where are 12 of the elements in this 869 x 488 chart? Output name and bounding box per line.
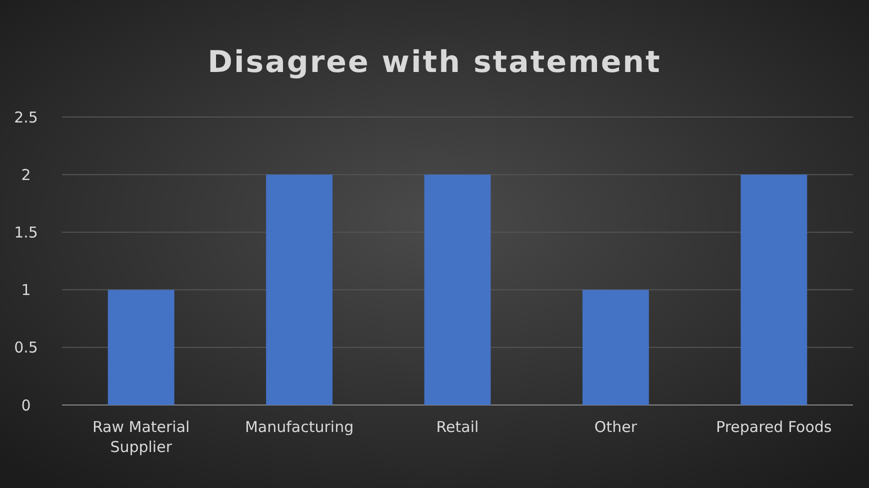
y-tick-label: 0.5 <box>14 338 38 357</box>
y-tick-label: 0 <box>21 396 31 414</box>
y-tick-label: 1.5 <box>14 223 38 242</box>
x-tick-label: Retail <box>436 418 479 436</box>
x-tick-label: Other <box>594 418 638 436</box>
chart-title: Disagree with statement <box>208 45 662 80</box>
y-tick-label: 2 <box>21 166 31 184</box>
x-tick-label: Prepared Foods <box>716 418 832 436</box>
x-tick-label: Raw Material Supplier <box>92 418 190 456</box>
y-tick-label: 2.5 <box>14 108 38 126</box>
y-tick-label: 1 <box>21 281 31 300</box>
x-tick-label: Manufacturing <box>244 418 354 436</box>
